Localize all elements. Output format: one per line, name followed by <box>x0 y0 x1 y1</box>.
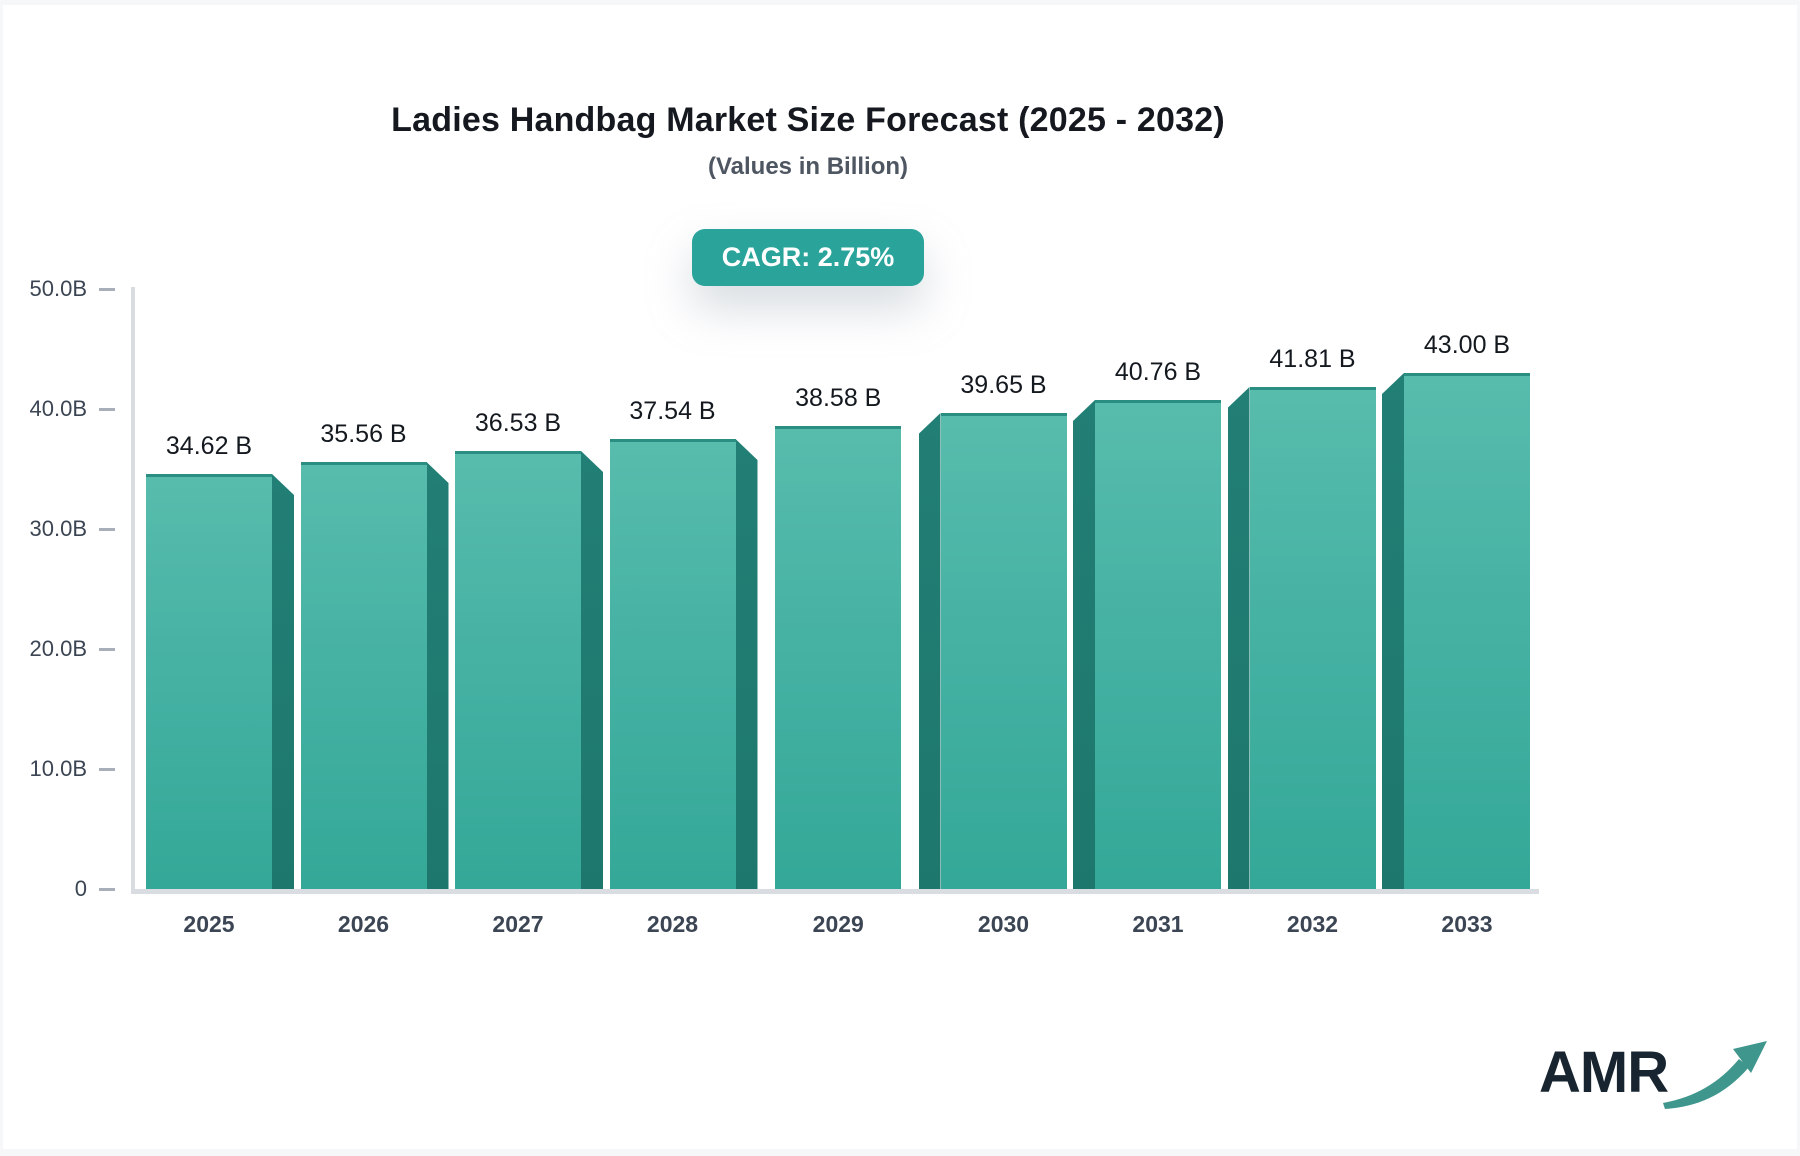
badge-row: CAGR: 2.75% <box>3 229 1613 286</box>
bar-side-face <box>918 413 941 889</box>
y-tick-label: 10.0B <box>29 756 88 781</box>
y-tick-label: 20.0B <box>29 636 88 661</box>
bar-front <box>609 439 736 889</box>
bar-value-label: 41.81 B <box>1269 345 1356 373</box>
growth-arrow-icon <box>1663 1041 1767 1109</box>
x-axis-label: 2026 <box>337 911 390 937</box>
bar-group-2029 <box>761 426 916 889</box>
x-axis-label: 2028 <box>646 911 699 937</box>
y-tick-label: 30.0B <box>29 516 88 541</box>
bar-value-label: 43.00 B <box>1423 331 1511 359</box>
x-axis-label: 2030 <box>977 911 1030 937</box>
bar-group-2027 <box>452 451 607 889</box>
bar-side-face <box>735 439 758 889</box>
x-axis-label: 2027 <box>492 911 544 937</box>
x-axis-baseline <box>131 889 1539 894</box>
y-tick-mark <box>99 888 115 891</box>
bar-front <box>146 474 272 889</box>
bar-side-face <box>426 462 449 889</box>
y-tick-label: 40.0B <box>29 396 88 421</box>
bar-front <box>940 413 1067 889</box>
bar-side-face <box>581 451 603 889</box>
bar-group-2033 <box>1379 373 1534 889</box>
bar-side-face <box>1227 387 1250 889</box>
bar-group-2032 <box>1225 387 1380 889</box>
x-axis-label: 2033 <box>1441 911 1493 937</box>
cagr-badge: CAGR: 2.75% <box>691 229 925 286</box>
y-axis-line <box>131 287 135 889</box>
bar-value-label: 38.58 B <box>795 384 882 412</box>
y-tick-mark <box>99 408 115 411</box>
bar-front <box>1404 373 1530 889</box>
x-axis-label: 2032 <box>1286 911 1339 937</box>
bar-group-2031 <box>1070 400 1225 889</box>
bar-front <box>300 462 427 889</box>
bar-front <box>455 451 581 889</box>
x-axis-label: 2031 <box>1132 911 1184 937</box>
y-tick-mark <box>99 528 115 531</box>
bar-side-face <box>1073 400 1095 889</box>
x-axis-label: 2025 <box>183 911 235 937</box>
bar-value-label: 40.76 B <box>1114 358 1202 386</box>
bar-side-face <box>272 474 294 889</box>
chart-subtitle: (Values in Billion) <box>707 153 909 180</box>
bar-value-label: 39.65 B <box>960 371 1047 399</box>
y-tick-mark <box>99 648 115 651</box>
bar-front <box>1249 387 1376 889</box>
bar-value-label: 34.62 B <box>165 432 253 460</box>
bar-side-face <box>1382 373 1404 889</box>
amr-logo: AMR <box>1531 1031 1767 1121</box>
bar-group-2026 <box>298 462 453 889</box>
x-axis-label: 2029 <box>812 911 864 937</box>
chart-title: Ladies Handbag Market Size Forecast (202… <box>391 101 1225 139</box>
y-tick-label: 50.0B <box>29 276 88 301</box>
bar-group-2025 <box>143 474 298 889</box>
bar-front <box>775 426 902 889</box>
y-tick-mark <box>99 288 115 291</box>
amr-logo-text: AMR <box>1539 1040 1669 1105</box>
bar-value-label: 36.53 B <box>474 409 562 437</box>
y-tick-mark <box>99 768 115 771</box>
bar-value-label: 37.54 B <box>629 397 716 425</box>
bar-group-2028 <box>607 439 762 889</box>
y-tick-label: 0 <box>74 876 87 901</box>
chart-card: Ladies Handbag Market Size Forecast (202… <box>3 5 1797 1149</box>
bar-front <box>1095 400 1221 889</box>
bar-value-label: 35.56 B <box>320 420 407 448</box>
bar-group-2030 <box>916 413 1071 889</box>
